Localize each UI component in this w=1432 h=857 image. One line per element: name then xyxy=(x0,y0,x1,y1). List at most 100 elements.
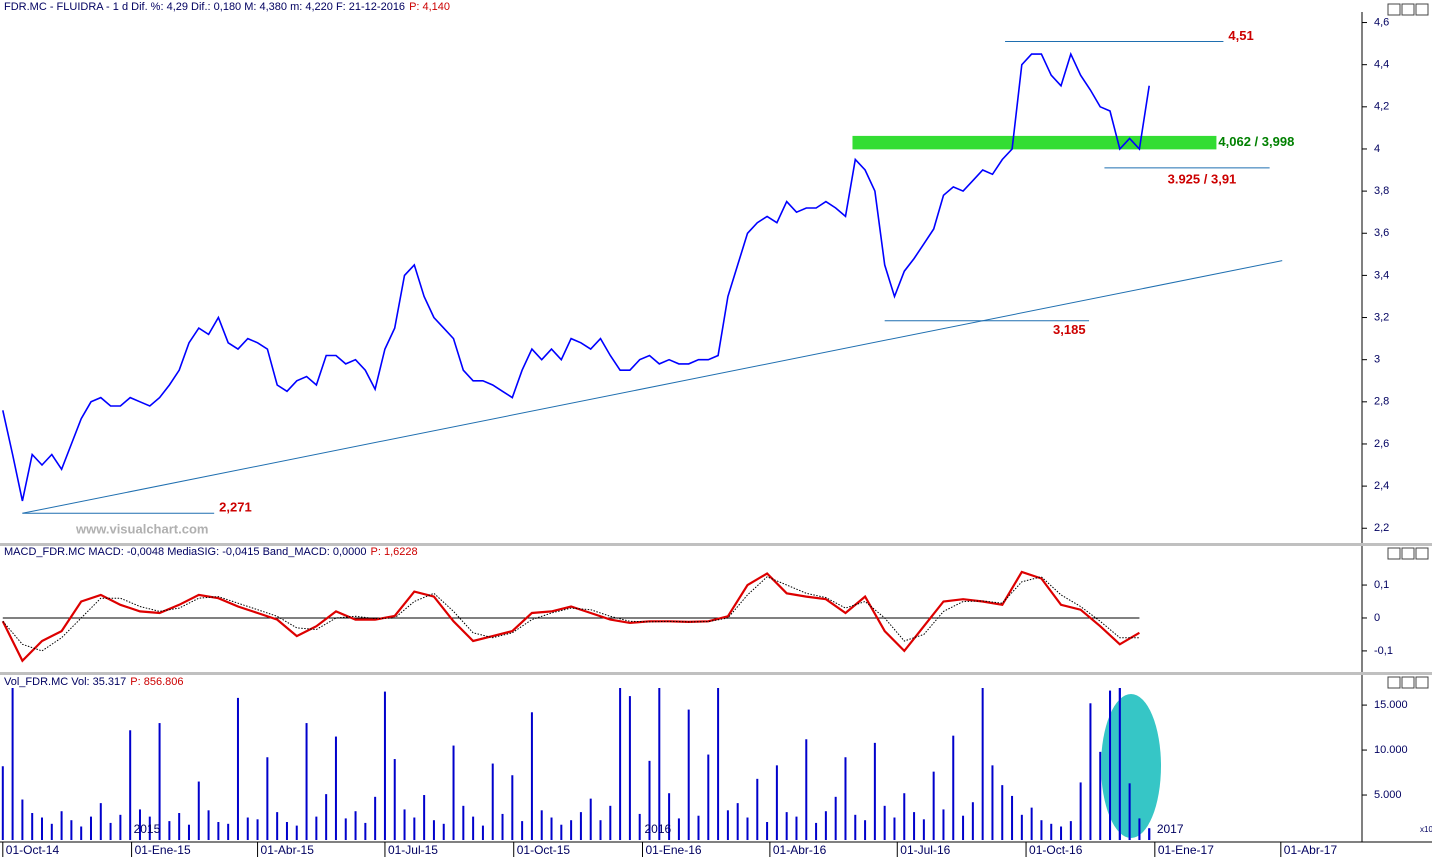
year-label: 2015 xyxy=(134,822,161,836)
volume-bar xyxy=(315,816,318,840)
volume-bar xyxy=(540,810,543,840)
volume-bar xyxy=(677,818,680,840)
x-tick-label: 01-Jul-15 xyxy=(388,843,438,857)
volume-bar xyxy=(1050,823,1053,840)
x-tick-label: 01-Oct-15 xyxy=(517,843,571,857)
plot-area xyxy=(1,570,1140,663)
volume-bar xyxy=(187,824,190,840)
volume-bar xyxy=(834,796,837,840)
level-label: 4,51 xyxy=(1228,28,1253,43)
plot-area xyxy=(1,688,1161,840)
volume-bar xyxy=(1148,828,1151,840)
volume-bar xyxy=(1020,814,1023,840)
volume-bar xyxy=(589,798,592,840)
volume-bar xyxy=(521,821,524,840)
volume-bar xyxy=(207,810,210,840)
y-tick-label: 0,1 xyxy=(1374,579,1389,591)
volume-bar xyxy=(393,759,396,840)
volume-bar xyxy=(266,757,269,840)
minimize-button[interactable] xyxy=(1387,547,1401,560)
y-tick-label: 2,2 xyxy=(1374,522,1389,534)
y-tick-label: 2,6 xyxy=(1374,438,1389,450)
maximize-button[interactable] xyxy=(1401,3,1415,16)
y-tick-label: 4,4 xyxy=(1374,59,1389,71)
volume-bar xyxy=(648,760,651,840)
volume-bar xyxy=(1118,688,1121,840)
volume-bar xyxy=(1089,703,1092,840)
volume-bar xyxy=(50,823,53,840)
volume-bar xyxy=(824,811,827,840)
macd-line xyxy=(1,570,1140,663)
volume-bar xyxy=(442,823,445,840)
y-tick-label: 2,8 xyxy=(1374,396,1389,408)
panel-price: P: 1,6228 xyxy=(371,546,418,558)
trendline xyxy=(22,260,1283,514)
price-line xyxy=(2,51,1150,502)
volume-bar xyxy=(354,811,357,840)
minimize-button[interactable] xyxy=(1387,676,1401,689)
volume-bar xyxy=(1030,807,1033,840)
window-buttons[interactable] xyxy=(1387,3,1429,689)
maximize-button[interactable] xyxy=(1401,676,1415,689)
volume-bar xyxy=(844,757,847,840)
volume-bar xyxy=(40,817,43,840)
close-button[interactable] xyxy=(1415,3,1429,16)
support-label: 3.925 / 3,91 xyxy=(1168,171,1237,186)
y-tick-label: 4,6 xyxy=(1374,16,1389,28)
volume-bar xyxy=(423,795,426,840)
volume-bar xyxy=(619,688,622,840)
volume-bar xyxy=(952,735,955,840)
y-tick-label: 3,6 xyxy=(1374,227,1389,239)
volume-bar xyxy=(1,766,4,840)
volume-bar xyxy=(913,812,916,840)
volume-bar xyxy=(766,822,769,840)
x-tick-label: 01-Abr-17 xyxy=(1284,843,1338,857)
volume-bar xyxy=(1011,795,1014,840)
volume-bar xyxy=(922,819,925,840)
volume-bar xyxy=(21,799,24,840)
watermark: www.visualchart.com xyxy=(75,521,208,536)
maximize-button[interactable] xyxy=(1401,547,1415,560)
panel-title: FDR.MC - FLUIDRA - 1 d Dif. %: 4,29 Dif.… xyxy=(4,1,405,13)
x-tick-label: 01-Oct-16 xyxy=(1029,843,1083,857)
close-button[interactable] xyxy=(1415,676,1429,689)
volume-bar xyxy=(717,688,720,840)
y-tick-label: 4,2 xyxy=(1374,101,1389,113)
volume-bar xyxy=(217,822,220,840)
volume-bar xyxy=(599,820,602,840)
volume-bar xyxy=(854,814,857,840)
volume-bar xyxy=(638,813,641,840)
x-tick-label: 01-Abr-15 xyxy=(261,843,315,857)
volume-bar xyxy=(609,805,612,840)
signal-line xyxy=(2,576,1140,652)
volume-bar xyxy=(119,814,122,840)
volume-bar xyxy=(276,812,279,840)
volume-bar xyxy=(697,815,700,840)
volume-bar xyxy=(1040,820,1043,840)
volume-bar xyxy=(1128,783,1131,840)
volume-bar xyxy=(932,771,935,840)
scale-note: x10 xyxy=(1420,825,1432,834)
volume-bar xyxy=(285,822,288,840)
volume-bar xyxy=(168,821,171,840)
volume-bar xyxy=(511,775,514,840)
panel-price: P: 4,140 xyxy=(409,1,450,13)
volume-bar xyxy=(481,825,484,840)
volume-bar xyxy=(148,816,151,840)
x-tick-label: 01-Ene-15 xyxy=(135,843,191,857)
volume-bar xyxy=(903,793,906,840)
volume-bar xyxy=(11,688,14,840)
volume-bar xyxy=(981,688,984,840)
volume-bar xyxy=(383,691,386,840)
volume-bar xyxy=(883,805,886,840)
volume-bar xyxy=(472,816,475,840)
close-button[interactable] xyxy=(1415,547,1429,560)
volume-bar xyxy=(726,810,729,840)
panel-price: P: 856.806 xyxy=(130,676,183,688)
x-tick-label: 01-Oct-14 xyxy=(6,843,60,857)
minimize-button[interactable] xyxy=(1387,3,1401,16)
volume-bar xyxy=(99,803,102,840)
volume-bar xyxy=(560,824,563,840)
volume-bar xyxy=(795,816,798,840)
